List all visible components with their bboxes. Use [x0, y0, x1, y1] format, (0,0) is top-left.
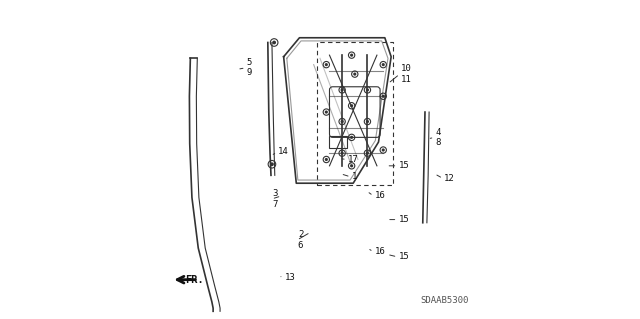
Circle shape: [350, 104, 353, 107]
Circle shape: [366, 120, 369, 123]
Text: 14: 14: [278, 147, 289, 156]
Text: 1: 1: [351, 172, 357, 182]
Text: 17: 17: [348, 155, 358, 164]
Circle shape: [350, 136, 353, 139]
Circle shape: [366, 88, 369, 92]
Circle shape: [272, 41, 276, 44]
Text: 3
7: 3 7: [273, 189, 278, 209]
Circle shape: [350, 164, 353, 167]
Text: 10
11: 10 11: [401, 64, 412, 84]
Text: 12: 12: [444, 174, 454, 183]
Circle shape: [381, 95, 385, 98]
Circle shape: [324, 110, 328, 114]
Circle shape: [366, 152, 369, 155]
Text: 16: 16: [374, 247, 385, 256]
Text: FR.: FR.: [186, 275, 204, 285]
Circle shape: [270, 162, 274, 166]
Circle shape: [340, 88, 344, 92]
Circle shape: [381, 63, 385, 66]
Text: 15: 15: [399, 161, 409, 170]
Text: 15: 15: [399, 252, 409, 261]
Circle shape: [353, 72, 356, 76]
Circle shape: [350, 54, 353, 57]
Circle shape: [324, 158, 328, 161]
Circle shape: [340, 152, 344, 155]
Text: 15: 15: [399, 215, 409, 224]
Circle shape: [324, 63, 328, 66]
Text: SDAAB5300: SDAAB5300: [420, 296, 468, 305]
Text: 16: 16: [374, 191, 385, 200]
Circle shape: [381, 148, 385, 152]
Bar: [330, 136, 347, 148]
Circle shape: [340, 120, 344, 123]
Text: 13: 13: [285, 273, 295, 282]
Text: 5
9: 5 9: [246, 58, 252, 78]
Text: 4
8: 4 8: [435, 128, 441, 147]
Text: 2
6: 2 6: [298, 230, 303, 250]
